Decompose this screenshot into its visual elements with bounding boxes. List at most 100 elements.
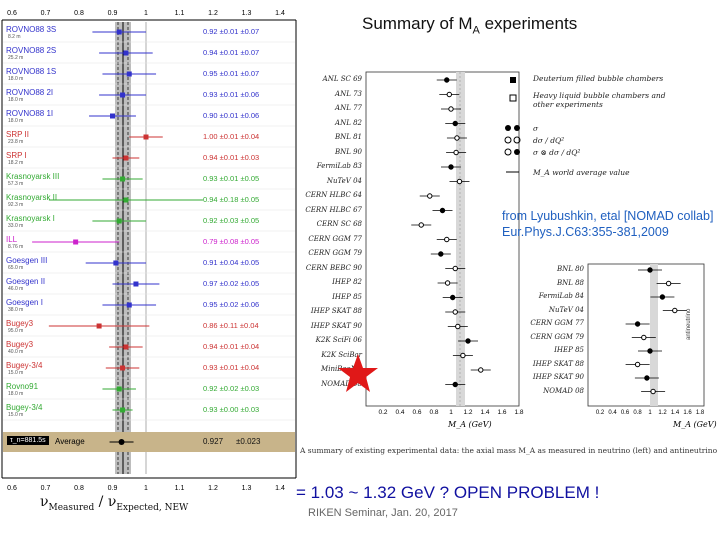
experiment-values: 0.94 ±0.01 ±0.03 [203,153,260,162]
ma-point [452,309,458,315]
data-point [116,29,122,35]
experiment-name: Goesgen III [6,256,48,265]
experiment-values: 0.93 ±0.00 ±0.03 [203,405,260,414]
experiment-distance: 18.0 m [8,76,24,82]
star-icon [338,354,378,392]
antineutrino-rotated-label: antineutrino [686,308,692,340]
experiment-name: ROVNO88 1S [6,67,57,76]
ma-point [452,381,458,388]
data-point [116,386,122,392]
experiment-values: 0.93 ±0.01 ±0.06 [203,90,260,99]
ma-experiment-label-left: IHEP SKAT 88 [310,307,362,315]
data-point [96,323,102,329]
ma-point [455,323,461,330]
ma-point [634,361,641,368]
ma-point [448,164,454,170]
ma-experiment-label-left: CERN SC 68 [316,220,362,228]
experiment-values: 0.95 ±0.01 ±0.07 [203,69,260,78]
ma-point [665,280,672,287]
footer: RIKEN Seminar, Jan. 20, 2017 [308,507,458,519]
reactor-summary-panel: 0.6 0.7 0.8 0.9 1 1.1 1.2 1.3 1.4 0.6 0.7 0.8 0.9 1 1… [0,0,298,540]
axis-tick-label: 1.1 [175,485,185,492]
ma-point [427,193,433,199]
average-err: ±0.023 [236,437,261,446]
ma-point [659,294,666,300]
axis-tick-label: 0.6 [7,10,17,17]
ma-point [641,334,647,341]
ma-axis-tick-right: 0.6 [621,410,630,416]
ma-experiment-label-left: BNL 81 [334,133,362,141]
ma-axis-tick-right: 1.4 [671,410,680,416]
ma-point [444,280,451,286]
left-xlabel: νMeasured / νExpected, NEW [40,494,189,513]
data-point [123,344,129,350]
data-point [123,155,129,161]
experiment-name: Rovno91 [6,382,39,391]
axis-tick-label: 1.4 [275,485,285,492]
legend-markers [504,77,521,173]
average-label: Average [55,437,85,446]
data-point [133,281,139,287]
ma-point [452,120,458,127]
experiment-name: ROVNO88 2S [6,46,57,55]
ma-point [465,338,471,344]
data-point [113,260,119,266]
experiment-name: Krasnoyarsk II [6,193,58,202]
ma-average-band-left [456,72,465,406]
ma-axis-tick-left: 1.8 [514,409,523,416]
experiment-values: 0.79 ±0.08 ±0.05 [203,237,260,246]
data-point [120,176,126,182]
experiment-distance: 15.0 m [8,412,24,418]
experiment-distance: 33.0 m [8,223,24,229]
axis-tick-label: 1.1 [175,10,185,17]
ma-experiment-label-left: CERN GGM 79 [308,249,362,257]
ma-experiment-label-right: FermiLab 84 [538,292,584,300]
experiment-name: ROVNO88 3S [6,25,57,34]
experiment-name: ROVNO88 1I [6,109,54,118]
experiment-distance: 40.0 m [8,349,24,355]
ma-point [672,307,678,314]
experiment-distance: 57.3 m [8,181,24,187]
ma-experiment-label-left: CERN HLBC 67 [305,205,362,214]
ma-axis-tick-right: 0.8 [633,410,642,416]
experiment-distance: 18.2 m [8,160,24,166]
axis-tick-label: 0.7 [41,10,51,17]
ma-point [456,178,463,185]
axis-tick-label: 1 [144,485,148,492]
ma-point [460,352,466,359]
ma-experiment-label-left: ANL 82 [335,118,362,127]
ma-experiment-label-right: BNL 80 [556,265,584,273]
ma-point [444,236,450,243]
axis-tick-label: 0.8 [74,485,84,492]
ma-experiment-label-left: CERN BEBC 90 [305,263,362,272]
experiment-values: 0.90 ±0.01 ±0.06 [203,111,260,120]
ma-point [647,348,653,354]
ma-experiment-label-left: ANL SC 69 [322,75,362,83]
tau-label: τ_n=881.5s [7,436,49,445]
ma-experiment-label-left: ANL 77 [335,104,362,112]
ma-experiment-label-left: CERN GGM 77 [308,234,362,243]
axis-tick-label: 1.2 [208,485,218,492]
reactor-ratio-plot: 0.6 0.7 0.8 0.9 1 1.1 1.2 1.3 1.4 0.6 0.7 0.8 0.9 1 1… [1,10,297,492]
experiment-name: SRP II [6,130,29,139]
ma-experiment-label-right: BNL 88 [556,278,584,287]
data-point [120,407,126,413]
axis-tick-label: 0.9 [108,10,118,17]
average-row-bg [3,432,295,452]
experiment-distance: 15.0 m [8,370,24,376]
axial-mass-summary-panel: 0.2 0.2 0.4 0.4 0.6 0.6 0.8 0.8 1 1 1.2 1.2 1.4 1.4 1.… [298,0,720,540]
ma-point [453,149,459,156]
experiment-name: Bugey-3/4 [6,361,43,370]
experiment-values: 1.00 ±0.01 ±0.04 [203,132,260,141]
ma-axis-tick-left: 1.2 [463,409,472,416]
ma-axis-tick-right: 1 [648,410,652,416]
open-problem-banner: = 1.03 ~ 1.32 GeV ? OPEN PROBLEM ! [296,483,600,502]
legend-combined: σ ⊗ dσ / dQ² [533,148,581,157]
experiment-distance: 38.0 m [8,307,24,313]
ma-axis-tick-right: 0.2 [596,410,605,416]
ma-experiment-label-left: IHEP 82 [332,278,362,286]
experiment-distance: 18.0 m [8,118,24,124]
experiment-values: 0.94 ±0.01 ±0.07 [203,48,260,57]
axis-tick-label: 1 [144,10,148,17]
ma-experiment-label-right: IHEP 85 [554,346,584,354]
